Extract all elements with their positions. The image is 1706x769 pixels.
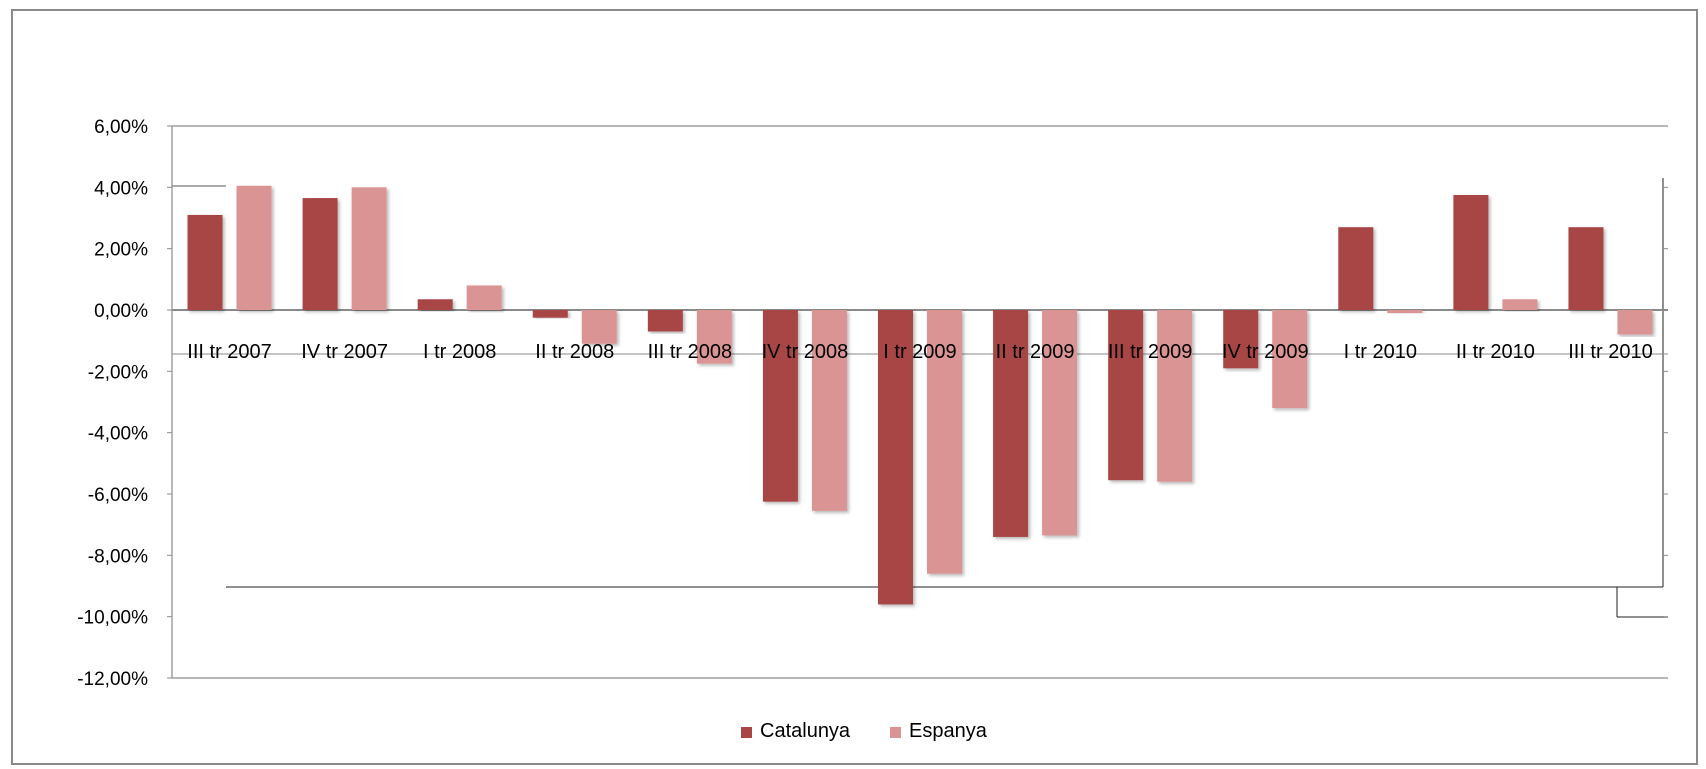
legend: Catalunya Espanya bbox=[741, 720, 988, 742]
y-tick-label: -2,00% bbox=[88, 362, 148, 383]
bar-catalunya-6 bbox=[762, 310, 798, 502]
y-tick-label: -12,00% bbox=[77, 669, 148, 690]
bar-catalunya-9 bbox=[1108, 310, 1144, 481]
bar-espanya-10 bbox=[1272, 310, 1308, 409]
bar-catalunya-4 bbox=[532, 310, 568, 318]
x-tick-label: II tr 2010 bbox=[1456, 341, 1535, 363]
bar-espanya-7 bbox=[927, 310, 962, 574]
bar-espanya-3 bbox=[466, 285, 502, 310]
bar-espanya-11 bbox=[1387, 310, 1423, 314]
y-tick-label: 0,00% bbox=[94, 301, 148, 322]
bar-espanya-12 bbox=[1502, 299, 1538, 310]
y-tick-label: 2,00% bbox=[94, 240, 148, 261]
legend-swatch-espanya bbox=[890, 727, 901, 738]
legend-label-espanya: Espanya bbox=[909, 720, 988, 742]
bars bbox=[187, 185, 1653, 605]
x-tick-label: I tr 2010 bbox=[1344, 341, 1417, 363]
bar-catalunya-12 bbox=[1453, 195, 1489, 310]
x-tick-labels: III tr 2007 IV tr 2007 I tr 2008 II tr 2008… bbox=[187, 341, 1652, 363]
x-tick-label: IV tr 2008 bbox=[762, 341, 849, 363]
x-tick-label: III tr 2007 bbox=[187, 341, 272, 363]
x-tick-label: IV tr 2009 bbox=[1222, 341, 1309, 363]
bar-espanya-9 bbox=[1157, 310, 1193, 482]
x-tick-label: II tr 2009 bbox=[996, 341, 1075, 363]
bar-catalunya-7 bbox=[878, 310, 913, 605]
bar-espanya-6 bbox=[811, 310, 847, 511]
bar-espanya-8 bbox=[1042, 310, 1078, 536]
bar-espanya-5 bbox=[696, 310, 732, 364]
bar-catalunya-13 bbox=[1568, 227, 1604, 310]
x-tick-label: I tr 2008 bbox=[423, 341, 496, 363]
y-tick-label: -8,00% bbox=[88, 546, 148, 567]
bar-catalunya-5 bbox=[647, 310, 683, 332]
x-tick-label: IV tr 2007 bbox=[301, 341, 388, 363]
x-tick-label: II tr 2008 bbox=[535, 341, 614, 363]
chart-frame bbox=[11, 9, 1698, 765]
bar-espanya-1 bbox=[236, 185, 272, 310]
y-tick-label: 6,00% bbox=[94, 117, 148, 138]
bar-catalunya-1 bbox=[187, 214, 223, 310]
bar-catalunya-2 bbox=[302, 198, 338, 310]
decor-lines bbox=[172, 178, 1668, 618]
x-tick-label: I tr 2009 bbox=[883, 341, 956, 363]
bar-catalunya-8 bbox=[993, 310, 1029, 537]
bar-espanya-4 bbox=[581, 310, 617, 344]
y-tick-label: -6,00% bbox=[88, 485, 148, 506]
y-tick-label: 4,00% bbox=[94, 178, 148, 199]
bar-espanya-2 bbox=[351, 187, 387, 310]
y-tick-label: -4,00% bbox=[88, 424, 148, 445]
bar-catalunya-11 bbox=[1338, 227, 1374, 310]
legend-swatch-catalunya bbox=[741, 727, 752, 738]
x-tick-label: III tr 2008 bbox=[648, 341, 733, 363]
y-tick-labels: 6,00% 4,00% 2,00% 0,00% -2,00% -4,00% -6,00% -8… bbox=[77, 117, 148, 690]
bar-catalunya-3 bbox=[417, 299, 453, 310]
y-tick-label: -10,00% bbox=[77, 608, 148, 629]
x-tick-label: III tr 2009 bbox=[1108, 341, 1193, 363]
bar-catalunya-10 bbox=[1223, 310, 1259, 369]
bar-espanya-13 bbox=[1617, 310, 1653, 335]
axes bbox=[167, 125, 1668, 679]
x-tick-label: III tr 2010 bbox=[1568, 341, 1653, 363]
legend-label-catalunya: Catalunya bbox=[760, 720, 851, 742]
